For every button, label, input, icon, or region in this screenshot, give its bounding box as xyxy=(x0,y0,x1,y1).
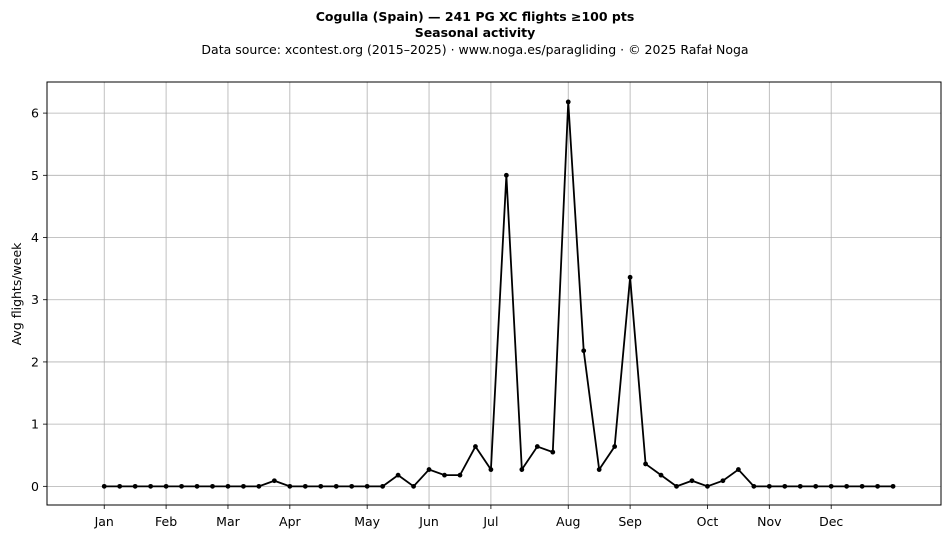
data-source-note: Data source: xcontest.org (2015–2025) · … xyxy=(201,42,749,57)
data-point xyxy=(101,483,107,489)
series-line xyxy=(104,101,894,488)
x-tick-label: May xyxy=(354,514,380,529)
data-point xyxy=(271,478,277,484)
data-point xyxy=(720,478,726,484)
y-tick-label: 5 xyxy=(31,168,39,183)
data-point xyxy=(735,467,741,472)
data-point xyxy=(148,483,154,489)
data-point xyxy=(132,483,138,489)
data-point xyxy=(828,483,834,489)
y-axis-label: Avg flights/week xyxy=(9,242,24,346)
data-point xyxy=(473,444,478,449)
data-point xyxy=(890,483,896,489)
data-point xyxy=(581,348,587,354)
y-tick-label: 1 xyxy=(31,417,39,432)
y-axis: 0 1 2 3 4 5 6 xyxy=(31,106,47,494)
data-point xyxy=(534,444,540,449)
x-tick-label: Jan xyxy=(94,514,114,529)
x-tick-label: Jul xyxy=(482,514,498,529)
data-point xyxy=(395,472,401,478)
data-point xyxy=(241,483,246,489)
x-tick-label: Apr xyxy=(279,514,301,529)
x-tick-label: Feb xyxy=(155,514,177,529)
chart-subtitle: Seasonal activity xyxy=(414,25,536,40)
data-point xyxy=(565,99,571,105)
data-point xyxy=(612,444,618,449)
data-point xyxy=(225,483,231,489)
data-point xyxy=(797,483,803,489)
x-tick-label: Dec xyxy=(819,514,843,529)
data-point xyxy=(426,467,432,472)
y-tick-label: 6 xyxy=(31,106,39,121)
data-point xyxy=(689,478,695,484)
data-point xyxy=(643,461,648,467)
data-point xyxy=(457,472,463,478)
x-axis: Jan Feb Mar Apr May Jun Jul Aug Sep Oct Nov Dec xyxy=(94,505,843,529)
chart-title-block: Cogulla (Spain) — 241 PG XC flights ≥100… xyxy=(0,9,950,58)
plot-frame xyxy=(46,81,942,506)
data-point xyxy=(380,483,386,489)
grid xyxy=(47,82,941,505)
data-point xyxy=(658,472,664,478)
x-tick-label: Jun xyxy=(418,514,439,529)
x-tick-label: Sep xyxy=(618,514,642,529)
data-point xyxy=(813,483,819,489)
data-point xyxy=(875,483,880,489)
chart-title: Cogulla (Spain) — 241 PG XC flights ≥100… xyxy=(315,9,635,24)
y-tick-label: 4 xyxy=(31,230,39,245)
data-point xyxy=(550,449,556,455)
data-point xyxy=(766,483,772,489)
data-point xyxy=(411,483,416,489)
data-points xyxy=(101,99,896,489)
data-point xyxy=(627,274,633,280)
data-point xyxy=(287,483,293,489)
data-point xyxy=(844,483,850,489)
data-point xyxy=(179,483,184,489)
data-point xyxy=(488,467,494,472)
data-point xyxy=(117,483,123,489)
data-point xyxy=(519,467,525,472)
data-point xyxy=(442,472,447,478)
x-tick-label: Nov xyxy=(757,514,782,529)
data-point xyxy=(333,483,339,489)
data-point xyxy=(859,483,865,489)
data-point xyxy=(751,483,757,489)
data-point xyxy=(163,483,169,489)
data-point xyxy=(256,483,262,489)
data-point xyxy=(210,483,215,489)
data-point xyxy=(194,483,200,489)
y-tick-label: 2 xyxy=(31,354,39,369)
x-tick-label: Aug xyxy=(556,514,580,529)
data-point xyxy=(596,467,602,472)
x-tick-label: Mar xyxy=(216,514,240,529)
data-point xyxy=(349,483,355,489)
data-point xyxy=(705,483,710,489)
x-tick-label: Oct xyxy=(697,514,719,529)
data-point xyxy=(364,483,370,489)
data-point xyxy=(674,483,679,489)
data-point xyxy=(318,483,324,489)
y-tick-label: 0 xyxy=(31,479,39,494)
data-point xyxy=(503,172,509,178)
data-point xyxy=(302,483,308,489)
y-tick-label: 3 xyxy=(31,292,39,307)
data-point xyxy=(782,483,788,489)
